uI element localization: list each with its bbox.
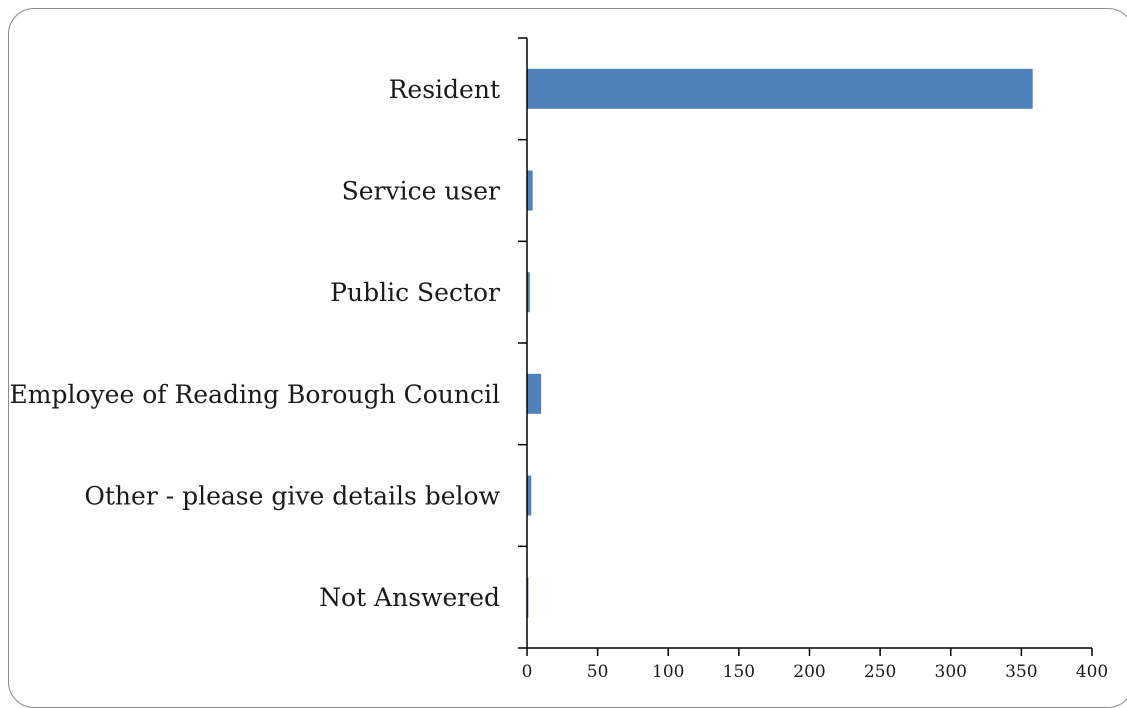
x-tick-label: 400 — [1076, 662, 1108, 682]
x-tick-label: 300 — [935, 662, 967, 682]
category-label: Service user — [342, 177, 500, 206]
x-tick-label: 250 — [864, 662, 896, 682]
bar-service-user — [527, 170, 533, 211]
x-tick-label: 200 — [793, 662, 825, 682]
x-tick-label: 50 — [587, 662, 609, 682]
bar-employee-of-reading-borough-council — [527, 373, 542, 414]
x-tick-label: 0 — [522, 662, 533, 682]
x-tick-label: 150 — [723, 662, 755, 682]
bar-other-please-give-details-below — [527, 475, 532, 516]
bar-public-sector — [527, 272, 530, 313]
chart-frame — [8, 8, 1127, 708]
category-label: Employee of Reading Borough Council — [10, 380, 500, 409]
x-tick-label: 350 — [1005, 662, 1037, 682]
x-tick-label: 100 — [652, 662, 684, 682]
category-label: Other - please give details below — [84, 482, 500, 511]
category-label: Resident — [389, 75, 500, 104]
bar-resident — [527, 68, 1033, 109]
category-label: Public Sector — [330, 278, 500, 307]
category-label: Not Answered — [319, 583, 500, 612]
